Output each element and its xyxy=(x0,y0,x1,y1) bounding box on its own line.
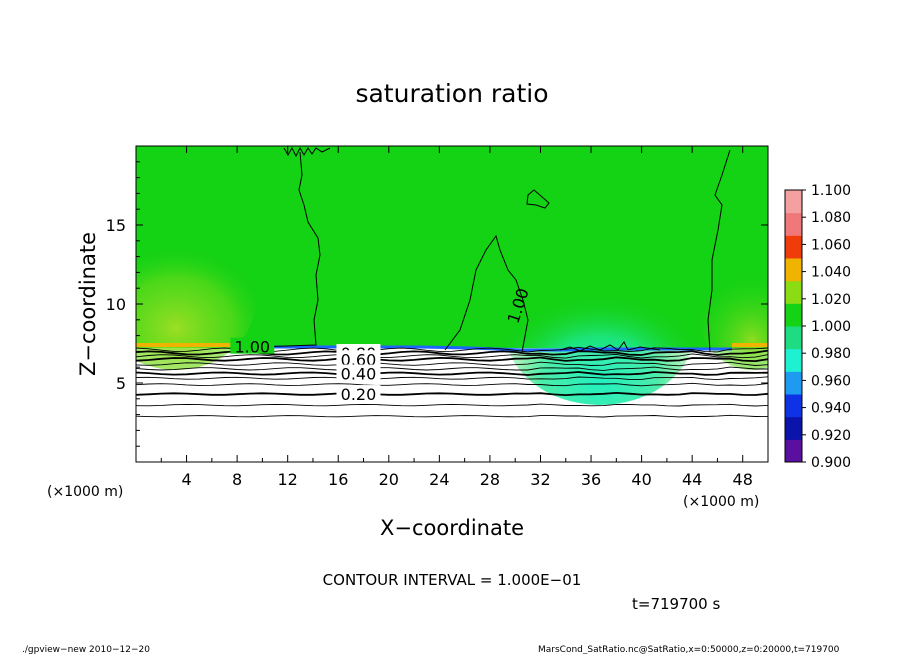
y-axis: 5 10 15 xyxy=(106,161,768,447)
colorbar-label: 1.100 xyxy=(811,183,851,199)
contour-line-lower xyxy=(136,414,768,418)
cloud-base-ripples xyxy=(559,341,661,352)
colorbar-swatch xyxy=(785,212,802,236)
contour-label-bg xyxy=(336,350,381,367)
colorbar-label: 0.900 xyxy=(811,455,851,471)
x-tick-label: 48 xyxy=(733,470,753,489)
contour-line-lower xyxy=(136,353,768,359)
contour-line-lower xyxy=(136,403,768,407)
contour-label-bg xyxy=(336,385,381,402)
y-tick-label: 10 xyxy=(106,295,126,314)
footer-left: ./gpview−new 2010−12−20 xyxy=(22,645,150,654)
contour-line-1.00-right xyxy=(707,149,731,353)
colorbar-swatch xyxy=(785,190,802,214)
colorbar-label: 0.940 xyxy=(811,401,851,417)
contour-line-lower xyxy=(136,371,768,376)
x-axis: 4 8 12 16 20 24 28 32 36 40 44 48 xyxy=(160,146,753,489)
y-tick-label: 5 xyxy=(116,374,126,393)
colorbar-label: 0.980 xyxy=(811,346,851,362)
x-tick-label: 36 xyxy=(581,470,601,489)
contour-label: 0.40 xyxy=(341,365,377,384)
contour-line-lower xyxy=(136,356,768,363)
right-edge-supersaturation-region xyxy=(697,250,768,370)
chart-title: saturation ratio xyxy=(355,79,548,108)
colorbar-swatch xyxy=(785,371,802,395)
contour-label-layer: 1.000.800.600.400.201.00 xyxy=(230,286,533,404)
x-tick-label: 44 xyxy=(682,470,702,489)
colorbar-swatch xyxy=(785,326,802,350)
colorbar-swatch xyxy=(785,258,802,282)
colorbar-swatch xyxy=(785,439,802,463)
y-tick-label: 15 xyxy=(106,216,126,235)
contour-label-bg xyxy=(336,364,381,381)
contour-interval-note: CONTOUR INTERVAL = 1.000E−01 xyxy=(323,571,582,589)
colorbar-swatch xyxy=(785,280,802,304)
y-axis-label: Z−coordinate xyxy=(76,232,100,376)
contour-line-lower xyxy=(136,391,768,397)
lower-contours xyxy=(136,346,768,418)
contour-line-lower xyxy=(136,361,768,367)
contour-line-lower xyxy=(136,366,768,371)
x-tick-label: 40 xyxy=(631,470,651,489)
colorbar: 0.900 0.920 0.940 0.960 0.980 1.000 1.020 1.040… xyxy=(784,183,851,471)
colorbar-swatch xyxy=(785,416,802,440)
supersaturation-band-right xyxy=(732,343,768,347)
contour-line-1.00-center-lobe xyxy=(444,234,529,353)
time-stamp: t=719700 s xyxy=(632,595,720,613)
x-tick-label: 8 xyxy=(232,470,242,489)
x-tick-label: 16 xyxy=(328,470,348,489)
colorbar-swatch xyxy=(785,303,802,327)
contour-label: 0.20 xyxy=(341,385,377,404)
x-tick-label: 20 xyxy=(379,470,399,489)
x-tick-label: 28 xyxy=(480,470,500,489)
plot-area: 1.000.800.600.400.201.00 xyxy=(136,146,768,462)
x-tick-label: 32 xyxy=(530,470,550,489)
colorbar-label: 0.920 xyxy=(811,428,851,444)
colorbar-swatch xyxy=(785,394,802,418)
contour-line-lower xyxy=(136,376,768,381)
x-tick-label: 4 xyxy=(181,470,191,489)
contour-line-1.00-left xyxy=(255,151,321,348)
colorbar-label: 1.020 xyxy=(811,292,851,308)
contour-label: 1.00 xyxy=(234,338,270,357)
colorbar-label: 1.060 xyxy=(811,237,851,253)
colorbar-label: 0.960 xyxy=(811,373,851,389)
y-axis-unit: (×1000 m) xyxy=(47,484,123,500)
contour-line-1.00-ragged-top xyxy=(283,146,331,158)
colorbar-label: 1.040 xyxy=(811,265,851,281)
x-axis-label: X−coordinate xyxy=(380,516,524,540)
contour-line-1.00-closed xyxy=(526,189,550,209)
x-tick-label: 12 xyxy=(278,470,298,489)
colorbar-swatch xyxy=(785,235,802,259)
x-axis-unit: (×1000 m) xyxy=(683,494,759,510)
colorbar-label: 1.080 xyxy=(811,210,851,226)
colorbar-swatch xyxy=(785,348,802,372)
supersaturation-band xyxy=(136,343,256,347)
x-tick-label: 24 xyxy=(429,470,449,489)
colorbar-label: 1.000 xyxy=(811,319,851,335)
contour-line-lower xyxy=(136,382,768,387)
contour-label-bg xyxy=(230,337,275,354)
footer-right: MarsCond_SatRatio.nc@SatRatio,x=0:50000,… xyxy=(538,645,840,654)
left-supersaturation-region xyxy=(136,230,256,370)
subsaturated-region xyxy=(505,255,695,405)
